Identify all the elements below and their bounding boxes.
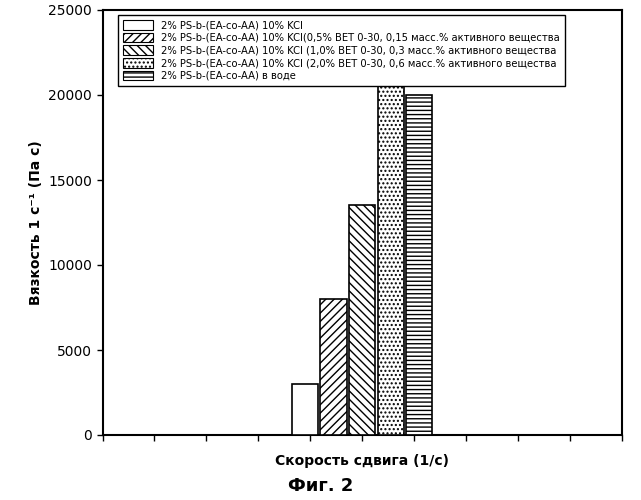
Y-axis label: Вязкость 1 с⁻¹ (Па с): Вязкость 1 с⁻¹ (Па с): [29, 140, 43, 305]
Bar: [320, 299, 347, 435]
Bar: [378, 44, 404, 435]
Legend: 2% PS-b-(EA-co-AA) 10% KCl, 2% PS-b-(EA-co-AA) 10% KCl(0,5% BET 0-30, 0,15 масс.: 2% PS-b-(EA-co-AA) 10% KCl, 2% PS-b-(EA-…: [118, 15, 565, 86]
Text: Фиг. 2: Фиг. 2: [288, 477, 353, 495]
X-axis label: Скорость сдвига (1/с): Скорость сдвига (1/с): [275, 454, 449, 468]
Bar: [292, 384, 318, 435]
Bar: [349, 206, 375, 435]
Bar: [406, 95, 433, 435]
